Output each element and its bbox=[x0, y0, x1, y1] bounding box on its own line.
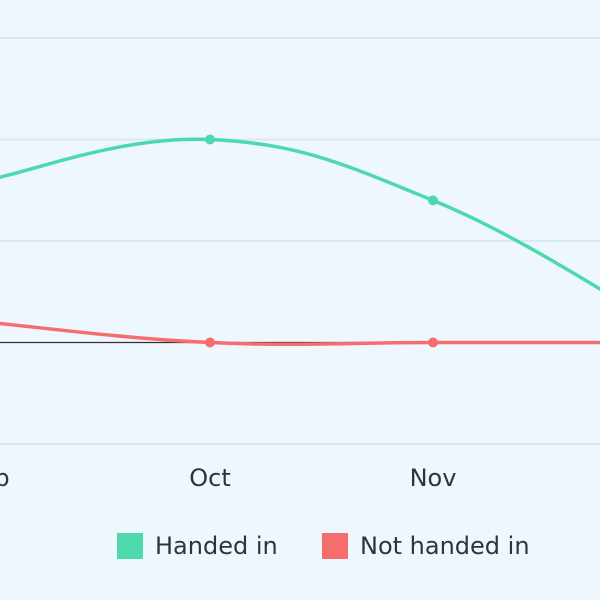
x-tick-label: Sep bbox=[0, 464, 10, 492]
x-tick-label: Nov bbox=[410, 464, 457, 492]
point bbox=[428, 195, 438, 206]
legend-label: Handed in bbox=[155, 532, 278, 560]
point bbox=[205, 134, 215, 145]
legend-swatch bbox=[322, 533, 348, 559]
point bbox=[428, 337, 438, 348]
series-line bbox=[0, 137, 600, 292]
series-line bbox=[0, 321, 600, 347]
x-tick-label: Oct bbox=[189, 464, 231, 492]
legend-label: Not handed in bbox=[360, 532, 530, 560]
point bbox=[205, 337, 215, 348]
legend-swatch bbox=[117, 533, 143, 559]
